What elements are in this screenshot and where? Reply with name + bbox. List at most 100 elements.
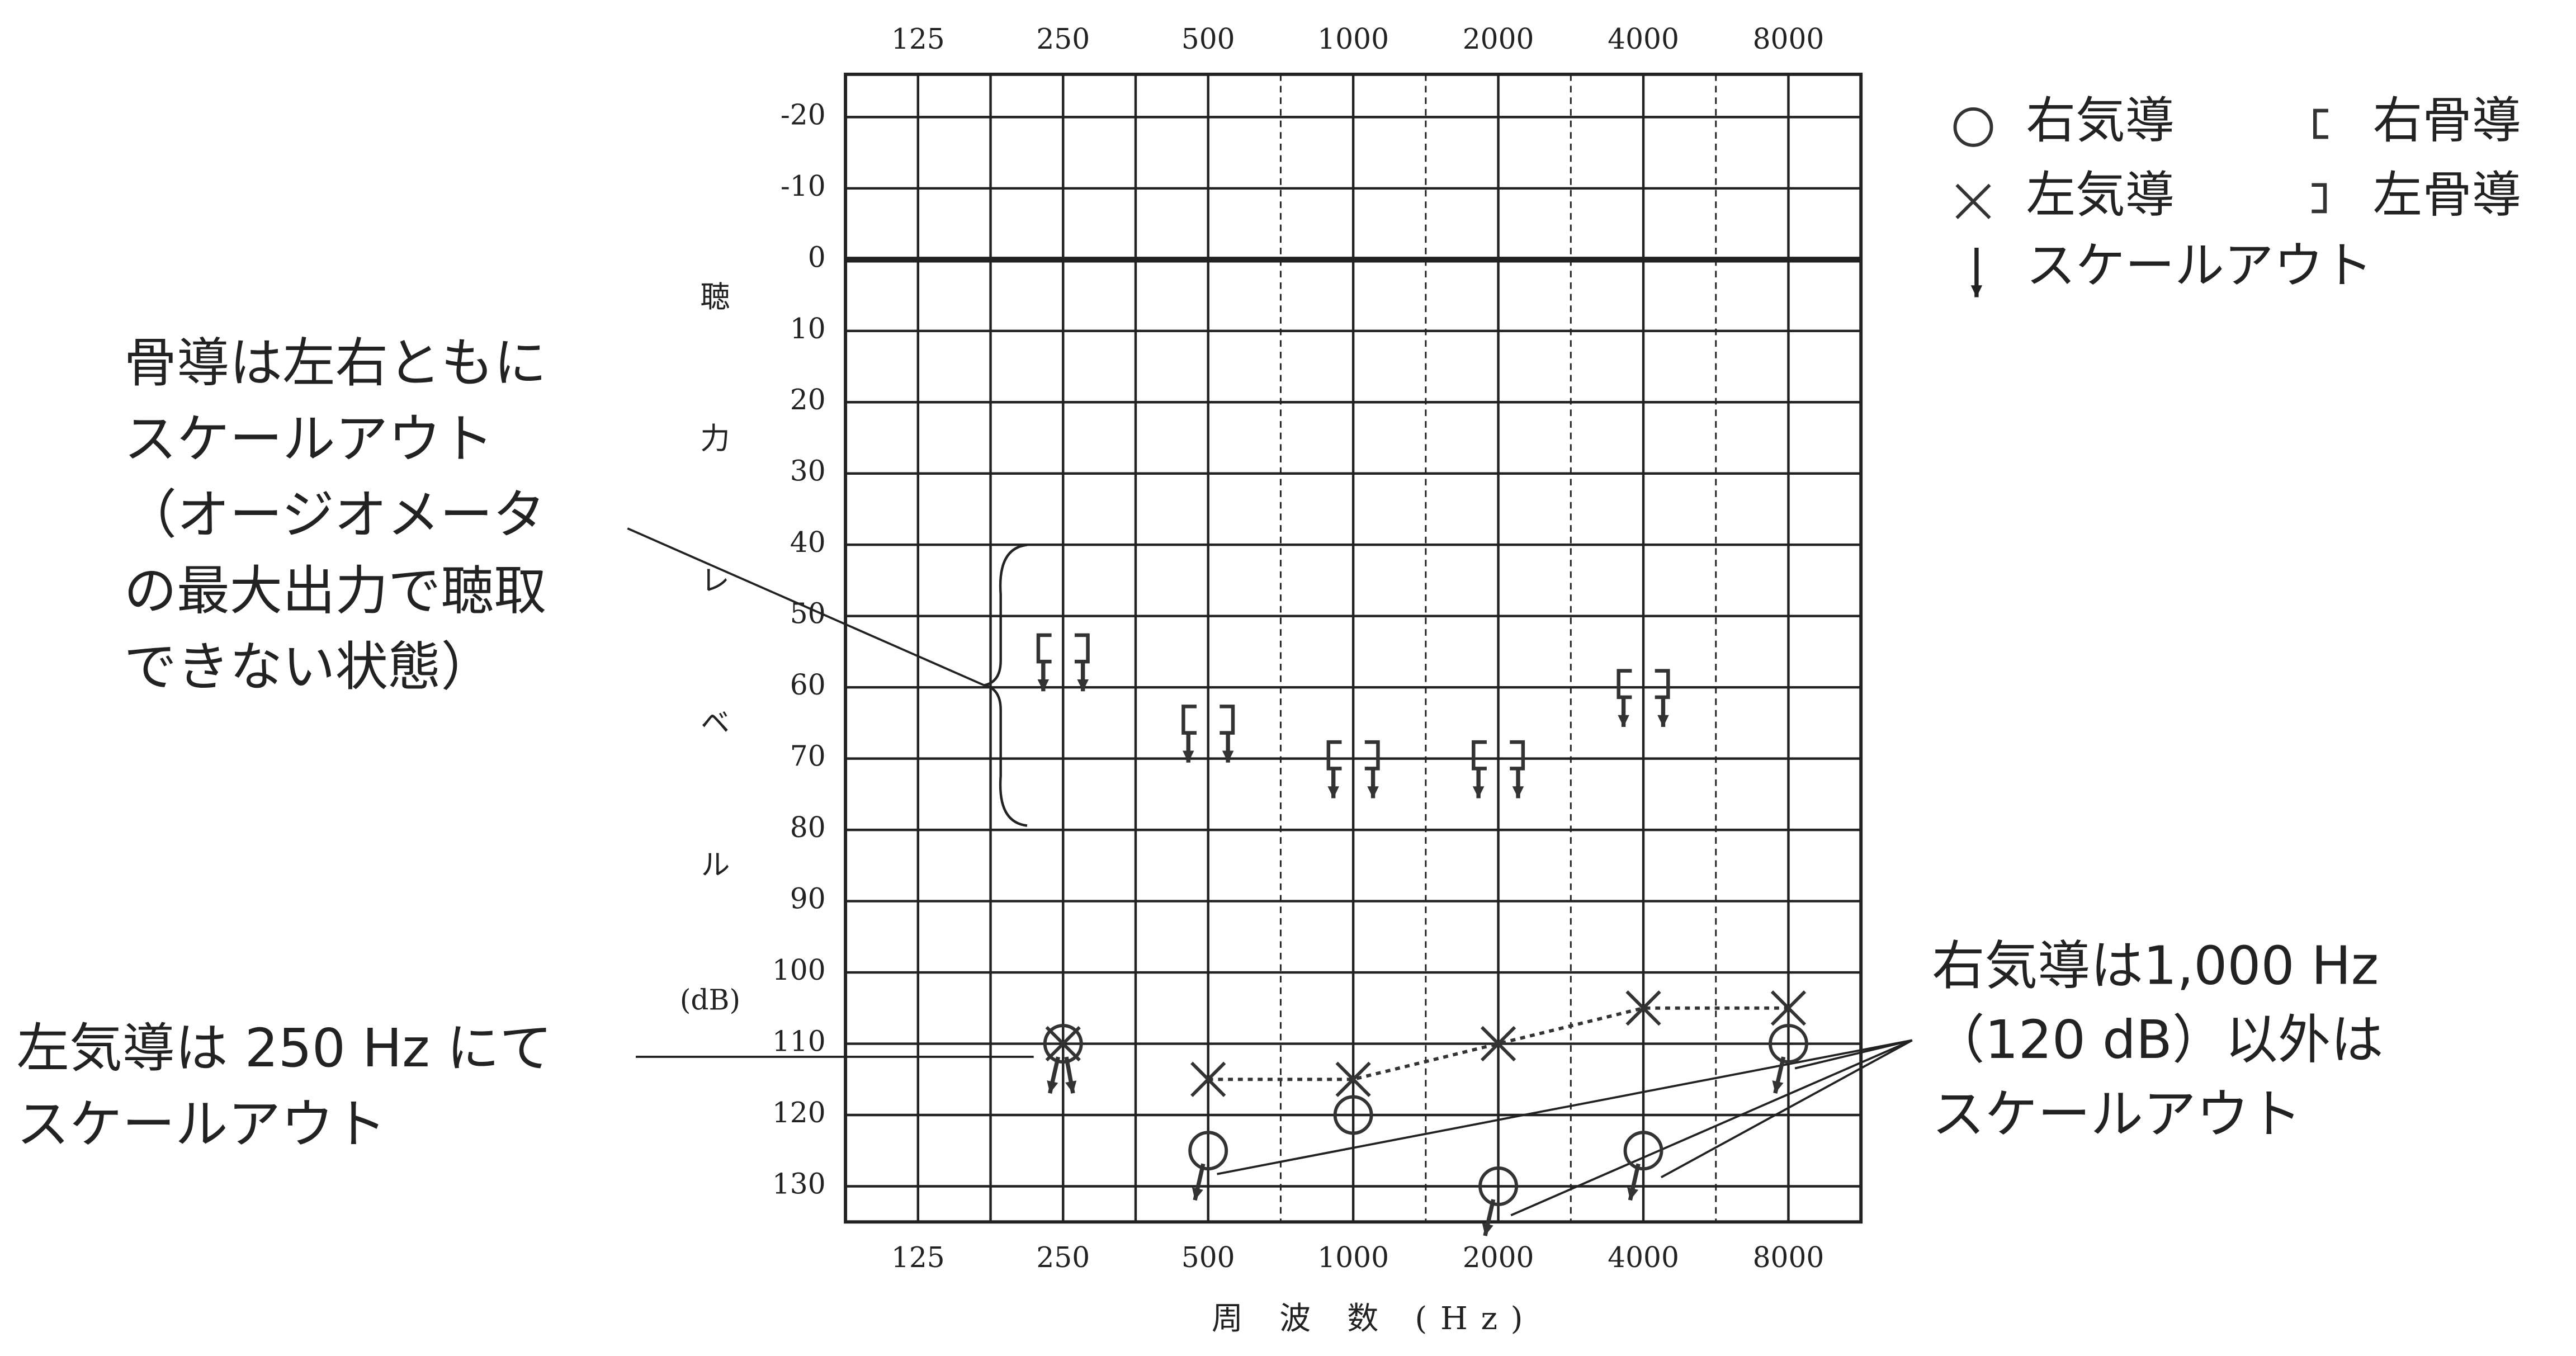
scale-out-arrow — [1037, 662, 1050, 692]
y-tick-label: 130 — [772, 1167, 826, 1200]
circle-mark — [1478, 1166, 1519, 1206]
bracket-mark — [1364, 740, 1380, 771]
x-mark — [1625, 990, 1661, 1026]
x-tick-label-top: 2000 — [1463, 22, 1534, 55]
arrow-head — [1618, 715, 1629, 727]
annotation-text: の最大出力で聴取 — [124, 560, 547, 622]
x-tick-label-bottom: 1000 — [1317, 1241, 1389, 1274]
marker-bracket-left — [1181, 705, 1197, 763]
marker-bracket-left — [2313, 108, 2328, 139]
marker-x — [1770, 990, 1807, 1026]
y-tick-label: 20 — [790, 383, 826, 416]
x-mark — [1955, 183, 1991, 219]
bracket-mark — [1472, 740, 1487, 771]
marker-x — [1045, 1026, 1081, 1094]
marker-bracket-right — [1655, 669, 1670, 727]
y-tick-label: 90 — [790, 882, 826, 915]
marker-circle — [1043, 1024, 1083, 1094]
circle-mark — [1188, 1131, 1228, 1171]
bracket-mark — [1220, 705, 1235, 735]
circle-mark — [1953, 107, 1993, 147]
marker-circle — [1769, 1024, 1808, 1094]
y-tick-label: 100 — [772, 953, 826, 986]
marker-x — [1480, 1026, 1516, 1062]
arrow-head — [1367, 786, 1379, 799]
scale-out-arrow — [1192, 1163, 1206, 1201]
scale-out-arrow — [1367, 768, 1379, 799]
scale-out-arrow — [1327, 768, 1339, 799]
y-tick-label: 80 — [790, 811, 826, 844]
arrow-head — [1472, 786, 1485, 799]
marker-circle — [1478, 1166, 1519, 1236]
leader-lines — [1217, 1039, 1913, 1217]
arrow-head — [1772, 1080, 1784, 1094]
arrow-head — [1047, 1080, 1058, 1094]
y-axis-label: 聴力レベル — [695, 281, 730, 991]
scale-out-arrow — [1627, 1163, 1641, 1201]
annotation-text: できない状態） — [124, 636, 494, 698]
arrow-head — [1327, 786, 1339, 799]
bracket-mark — [1655, 669, 1670, 700]
marker-bracket-right — [2312, 183, 2327, 214]
x-tick-label-bottom: 8000 — [1753, 1241, 1825, 1274]
y-tick-label: -20 — [781, 98, 826, 131]
leader-line — [1217, 1039, 1913, 1175]
marker-x — [1190, 1061, 1226, 1097]
scale-out-arrow — [1657, 697, 1669, 727]
bracket-mark — [1074, 633, 1090, 664]
x-tick-label-bottom: 4000 — [1608, 1241, 1679, 1274]
bracket-mark — [2313, 108, 2328, 139]
marker-circle — [1623, 1131, 1663, 1201]
annotation-text: 左気導は 250 Hz にて — [17, 1018, 552, 1079]
legend-label: スケールアウト — [2026, 237, 2372, 295]
arrow-head — [1077, 679, 1089, 692]
circle-mark — [1333, 1095, 1373, 1135]
x-axis-label: 周 波 数 (Hz) — [1212, 1301, 1536, 1337]
marker-circle — [1333, 1095, 1373, 1135]
arrow-head — [1627, 1187, 1639, 1201]
scale-out-arrow — [1182, 733, 1194, 763]
arrow-head — [1192, 1187, 1203, 1201]
y-tick-label: 0 — [808, 240, 826, 273]
legend-label: 右気導 — [2026, 92, 2175, 149]
bracket-mark — [1036, 633, 1052, 664]
scale-out-arrow — [1970, 247, 1983, 297]
x-tick-label-bottom: 125 — [891, 1241, 945, 1274]
scale-out-arrow — [1772, 1056, 1786, 1094]
leader-line — [627, 527, 985, 687]
y-tick-label: 40 — [790, 526, 826, 559]
marker-bracket-left — [1617, 669, 1632, 727]
leader-line — [1794, 1039, 1913, 1070]
arrow-head — [1065, 1080, 1077, 1094]
annotation-text: （オージオメータ — [124, 484, 546, 546]
scale-out-arrow — [1482, 1199, 1496, 1236]
marker-bracket-right — [1074, 633, 1090, 692]
x-tick-label-top: 125 — [891, 22, 945, 55]
marker-circle — [1188, 1131, 1228, 1201]
x-tick-label-bottom: 250 — [1036, 1241, 1090, 1274]
scale-out-arrow — [1618, 697, 1629, 727]
arrow-head — [1657, 715, 1669, 727]
annotation-text: 右気導は1,000 Hz — [1932, 935, 2379, 996]
x-tick-label-top: 250 — [1036, 22, 1090, 55]
y-tick-label: 10 — [790, 312, 826, 345]
marker-bracket-right — [1220, 705, 1235, 763]
annotation-text: スケールアウト — [1932, 1084, 2301, 1145]
marker-bracket-left — [1326, 740, 1342, 799]
circle-mark — [1623, 1131, 1663, 1171]
arrow-head — [1037, 679, 1050, 692]
arrow-head — [1182, 750, 1194, 763]
x-tick-label-top: 8000 — [1753, 22, 1825, 55]
x-mark — [1335, 1061, 1371, 1097]
y-axis-unit: (dB) — [680, 983, 740, 1016]
bracket-mark — [1510, 740, 1525, 771]
y-tick-label: 50 — [790, 597, 826, 630]
arrow-head — [1512, 786, 1524, 799]
circle-mark — [1043, 1024, 1083, 1064]
leader-line — [1660, 1039, 1913, 1179]
legend-label: 左骨導 — [2373, 166, 2522, 224]
y-tick-label: 120 — [772, 1096, 826, 1129]
x-mark — [1480, 1026, 1516, 1062]
bracket-mark — [2312, 183, 2327, 214]
y-tick-label: 110 — [772, 1025, 826, 1058]
